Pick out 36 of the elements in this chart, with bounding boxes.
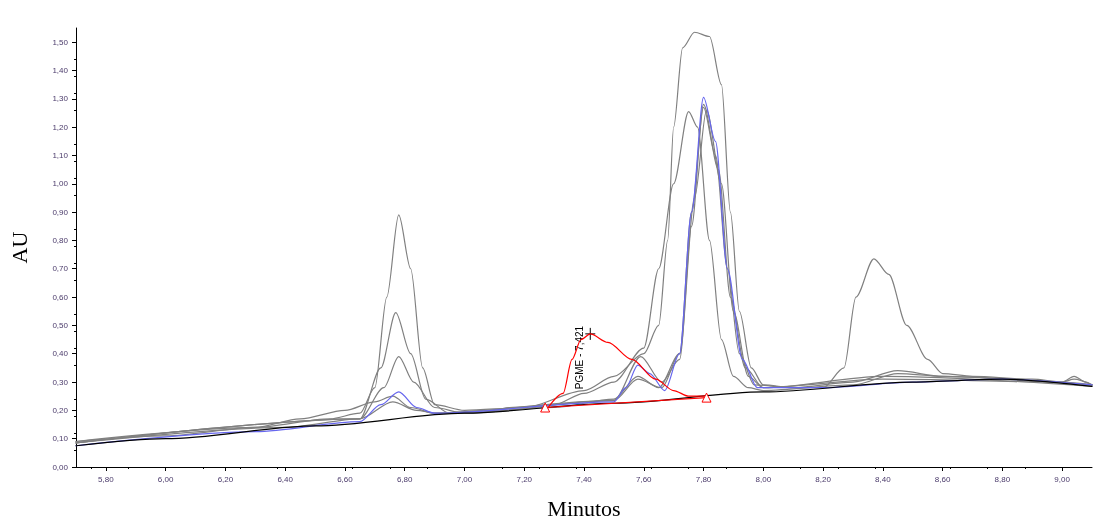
y-tick-label: 0,00: [52, 462, 69, 472]
x-tick-label: 6,40: [277, 474, 294, 484]
y-tick-label: 1,20: [52, 122, 69, 132]
x-tick-label: 7,80: [695, 474, 712, 484]
y-tick-label: 0,80: [52, 235, 69, 245]
y-tick-label: 0,30: [52, 377, 69, 387]
x-tick-label: 8,40: [875, 474, 892, 484]
y-tick-label: 0,50: [52, 320, 69, 330]
y-tick-label: 0,10: [52, 434, 69, 444]
x-tick-label: 6,80: [396, 474, 414, 484]
x-tick-label: 9,00: [1054, 474, 1071, 484]
x-tick-label: 8,80: [994, 474, 1011, 484]
y-tick-label: 1,00: [52, 179, 69, 189]
y-tick-label: 0,60: [52, 292, 69, 302]
x-tick-label: 7,00: [456, 474, 473, 484]
x-tick-label: 8,00: [755, 474, 772, 484]
x-tick-label: 6,60: [337, 474, 354, 484]
y-tick-label: 1,40: [52, 65, 69, 75]
x-tick-label: 7,20: [516, 474, 533, 484]
y-tick-label: 1,10: [52, 150, 69, 160]
x-axis-title: Minutos: [547, 495, 621, 521]
x-tick-label: 8,20: [815, 474, 832, 484]
y-axis-title: AU: [6, 231, 32, 264]
x-tick-label: 5,80: [98, 474, 115, 484]
y-tick-label: 1,30: [52, 94, 69, 104]
x-tick-label: 7,40: [576, 474, 593, 484]
x-tick-label: 8,60: [934, 474, 951, 484]
annotation: PGME - 7,421: [573, 325, 585, 390]
y-tick-label: 1,50: [52, 37, 69, 47]
y-tick-label: 0,70: [52, 264, 69, 274]
x-tick-label: 7,60: [635, 474, 653, 484]
y-tick-label: 0,40: [52, 349, 69, 359]
x-tick-label: 6,20: [217, 474, 234, 484]
y-tick-label: 0,90: [52, 207, 69, 217]
x-tick-label: 6,00: [157, 474, 174, 484]
y-tick-label: 0,20: [52, 405, 69, 415]
